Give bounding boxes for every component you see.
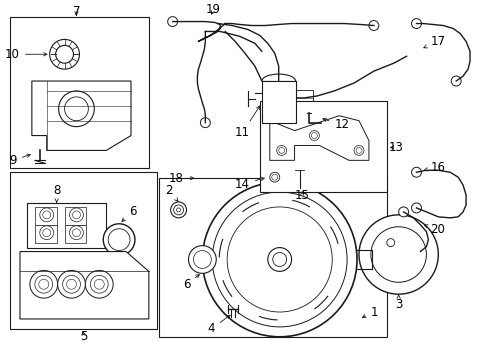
Circle shape bbox=[43, 229, 50, 237]
Circle shape bbox=[30, 270, 58, 298]
Bar bbox=[65, 225, 86, 243]
Circle shape bbox=[63, 275, 80, 293]
Circle shape bbox=[70, 208, 83, 222]
Bar bbox=[10, 172, 157, 329]
Bar bbox=[159, 178, 387, 337]
Polygon shape bbox=[32, 81, 131, 150]
Bar bbox=[35, 225, 57, 243]
Circle shape bbox=[202, 182, 357, 337]
Circle shape bbox=[59, 91, 94, 127]
Circle shape bbox=[194, 251, 211, 269]
Circle shape bbox=[40, 226, 54, 240]
Circle shape bbox=[94, 279, 104, 289]
Circle shape bbox=[387, 239, 394, 247]
Text: 13: 13 bbox=[389, 141, 404, 154]
Circle shape bbox=[73, 229, 80, 237]
Circle shape bbox=[67, 279, 76, 289]
Circle shape bbox=[40, 208, 54, 222]
Circle shape bbox=[227, 207, 332, 312]
Circle shape bbox=[200, 118, 210, 128]
Circle shape bbox=[43, 211, 50, 219]
Bar bbox=[295, 90, 314, 106]
Circle shape bbox=[168, 17, 177, 27]
Text: 7: 7 bbox=[73, 5, 80, 18]
Text: 15: 15 bbox=[294, 189, 310, 202]
Bar bbox=[260, 101, 387, 192]
Circle shape bbox=[356, 148, 362, 153]
Circle shape bbox=[103, 224, 135, 256]
Text: 20: 20 bbox=[424, 223, 445, 236]
Text: 18: 18 bbox=[169, 172, 194, 185]
Bar bbox=[10, 17, 149, 168]
Circle shape bbox=[65, 97, 88, 121]
Circle shape bbox=[189, 246, 216, 273]
Circle shape bbox=[270, 172, 280, 182]
Circle shape bbox=[310, 131, 319, 140]
Text: 10: 10 bbox=[5, 48, 47, 61]
Text: 12: 12 bbox=[323, 118, 349, 131]
Text: 17: 17 bbox=[424, 35, 445, 48]
Circle shape bbox=[412, 19, 421, 28]
Circle shape bbox=[268, 248, 292, 271]
Circle shape bbox=[39, 279, 49, 289]
Circle shape bbox=[171, 202, 187, 218]
Circle shape bbox=[354, 145, 364, 156]
Circle shape bbox=[412, 167, 421, 177]
Circle shape bbox=[176, 208, 180, 212]
Text: 19: 19 bbox=[206, 3, 221, 16]
Circle shape bbox=[70, 226, 83, 240]
Polygon shape bbox=[20, 252, 149, 319]
Text: 8: 8 bbox=[53, 184, 60, 203]
Circle shape bbox=[35, 275, 53, 293]
Circle shape bbox=[412, 203, 421, 213]
Text: 9: 9 bbox=[9, 154, 30, 167]
Text: 2: 2 bbox=[165, 184, 178, 201]
Circle shape bbox=[359, 215, 439, 294]
Circle shape bbox=[273, 252, 287, 266]
Circle shape bbox=[369, 21, 379, 31]
Text: 3: 3 bbox=[395, 295, 402, 311]
Text: 6: 6 bbox=[122, 206, 137, 221]
Circle shape bbox=[399, 207, 409, 217]
Text: 16: 16 bbox=[424, 161, 445, 174]
Circle shape bbox=[451, 76, 461, 86]
Text: 6: 6 bbox=[183, 275, 199, 291]
Text: 1: 1 bbox=[363, 306, 378, 319]
Circle shape bbox=[277, 145, 287, 156]
Circle shape bbox=[58, 270, 85, 298]
Circle shape bbox=[312, 132, 318, 139]
Circle shape bbox=[360, 255, 370, 265]
Bar bbox=[35, 207, 57, 225]
Bar bbox=[27, 203, 106, 248]
Circle shape bbox=[272, 174, 278, 180]
Circle shape bbox=[85, 270, 113, 298]
Circle shape bbox=[90, 275, 108, 293]
Circle shape bbox=[267, 91, 291, 115]
Text: 14: 14 bbox=[235, 177, 264, 191]
Circle shape bbox=[173, 205, 184, 215]
Text: 11: 11 bbox=[235, 106, 260, 139]
Bar bbox=[65, 207, 86, 225]
Polygon shape bbox=[270, 116, 369, 160]
Circle shape bbox=[49, 39, 79, 69]
Circle shape bbox=[73, 211, 80, 219]
Circle shape bbox=[279, 148, 285, 153]
Circle shape bbox=[371, 227, 426, 282]
Text: 4: 4 bbox=[208, 315, 230, 336]
Bar bbox=[262, 81, 295, 123]
Circle shape bbox=[108, 229, 130, 251]
Circle shape bbox=[212, 192, 347, 327]
Text: 5: 5 bbox=[80, 330, 87, 343]
Circle shape bbox=[56, 45, 74, 63]
